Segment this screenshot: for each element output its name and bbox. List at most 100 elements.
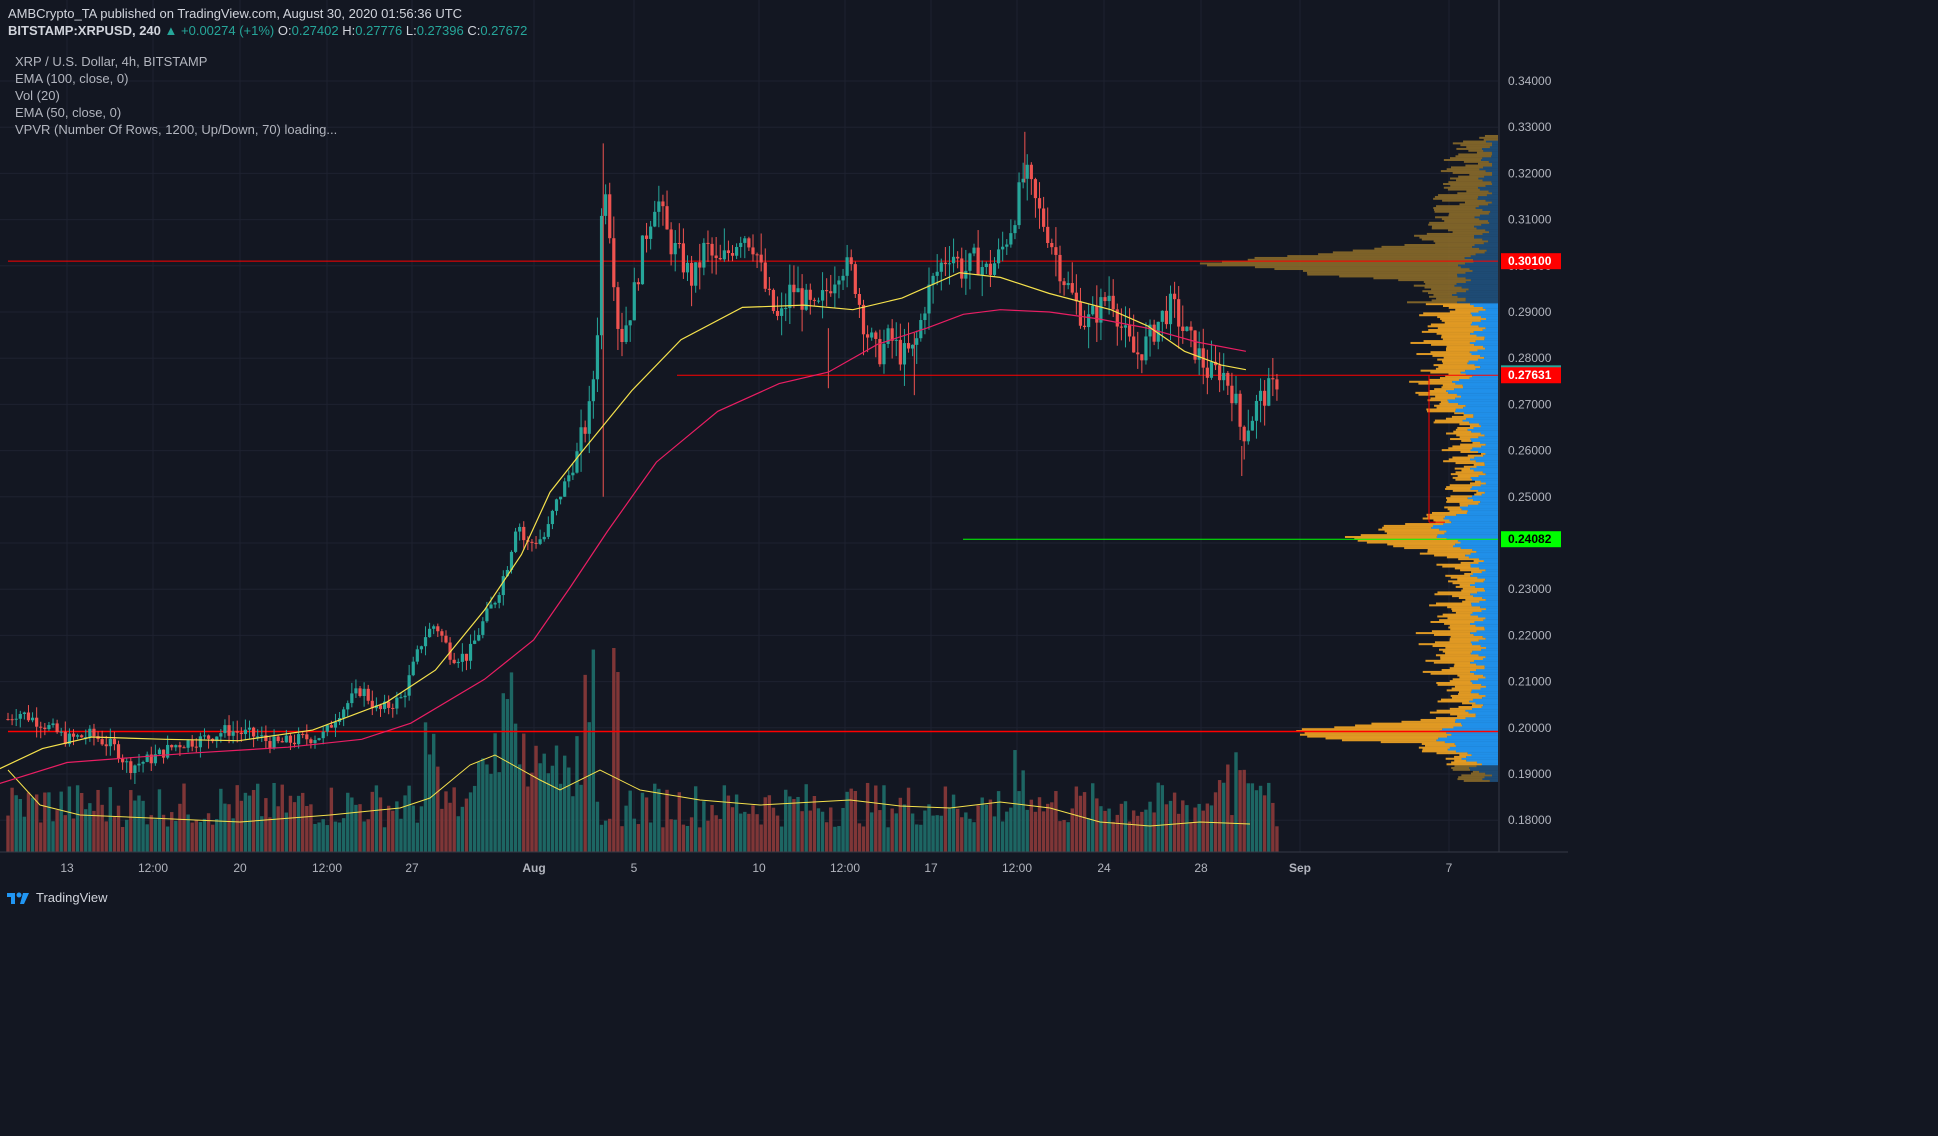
tradingview-footer[interactable]: TradingView (6, 890, 108, 905)
vpvr-up-row (1472, 478, 1498, 481)
candle-body (1275, 379, 1279, 390)
vpvr-down-row (1440, 170, 1486, 173)
candle-body (620, 328, 624, 343)
candle-body (51, 723, 55, 726)
volume-bar (1099, 806, 1103, 852)
vpvr-up-row (1470, 661, 1498, 664)
vpvr-down-row (1441, 334, 1477, 337)
volume-bar (10, 787, 14, 852)
vpvr-up-row (1481, 648, 1498, 651)
vpvr-down-row (1442, 304, 1474, 307)
vpvr-up-row (1480, 354, 1498, 357)
vpvr-down-row (1460, 561, 1479, 564)
vpvr-up-row (1480, 606, 1498, 609)
vpvr-down-row (1432, 511, 1467, 514)
volume-bar (755, 814, 759, 852)
vpvr-down-row (1458, 691, 1471, 694)
indicator-ema100[interactable]: EMA (100, close, 0) (15, 71, 129, 86)
vpvr-up-row (1473, 258, 1498, 261)
candle-body (972, 247, 976, 254)
indicator-vol[interactable]: Vol (20) (15, 88, 60, 103)
vpvr-down-row (1448, 458, 1471, 461)
volume-bar (681, 824, 686, 852)
candle-body (432, 626, 436, 629)
price-chart[interactable]: 0.340000.330000.320000.310000.300000.290… (0, 0, 1568, 919)
vpvr-down-row (1457, 778, 1483, 781)
vpvr-down-row (1446, 347, 1486, 350)
x-tick-label: 5 (631, 861, 638, 875)
vpvr-down-row (1441, 669, 1477, 672)
candle-body (988, 263, 992, 275)
candle-body (247, 727, 252, 730)
volume-bar (497, 772, 501, 852)
vpvr-down-row (1430, 351, 1470, 354)
vpvr-down-row (1332, 251, 1485, 254)
candle-body (305, 734, 309, 740)
vpvr-down-row (1448, 306, 1483, 309)
indicator-vpvr[interactable]: VPVR (Number Of Rows, 1200, Up/Down, 70)… (15, 122, 338, 137)
vpvr-down-row (1437, 615, 1479, 618)
indicator-ema50[interactable]: EMA (50, close, 0) (15, 105, 122, 120)
vpvr-down-row (1301, 728, 1443, 731)
vpvr-up-row (1481, 706, 1498, 709)
vpvr-up-row (1470, 691, 1498, 694)
candle-body (174, 745, 178, 748)
vpvr-up-row (1485, 308, 1498, 311)
vpvr-down-row (1449, 667, 1485, 670)
vpvr-down-row (1427, 548, 1473, 551)
candle-body (943, 262, 947, 265)
candle-body (894, 339, 898, 341)
vpvr-down-row (1450, 628, 1485, 631)
vpvr-down-row (1436, 332, 1471, 335)
volume-bar (1262, 795, 1267, 852)
vpvr-up-row (1492, 774, 1498, 777)
vpvr-up-row (1481, 493, 1498, 496)
vpvr-down-row (1450, 166, 1484, 169)
vpvr-up-row (1485, 608, 1498, 611)
vpvr-up-row (1492, 162, 1498, 165)
vpvr-down-row (1437, 700, 1470, 703)
volume-bar (698, 827, 702, 852)
vpvr-up-row (1484, 175, 1498, 178)
vpvr-down-row (1431, 227, 1477, 230)
vpvr-up-row (1460, 541, 1498, 544)
candle-body (657, 201, 661, 212)
vpvr-up-row (1474, 244, 1498, 247)
candle-body (403, 695, 407, 698)
volume-bar (784, 789, 788, 852)
candle-body (677, 242, 681, 244)
candle-body (800, 288, 804, 310)
vpvr-down-row (1404, 547, 1461, 550)
vpvr-up-row (1471, 353, 1498, 356)
vpvr-up-row (1480, 687, 1498, 690)
volume-bar (1267, 782, 1271, 852)
vpvr-down-row (1441, 319, 1481, 322)
volume-bar (788, 796, 792, 852)
vpvr-up-row (1447, 735, 1498, 738)
indicator-series-title[interactable]: XRP / U.S. Dollar, 4h, BITSTAMP (15, 54, 208, 69)
vpvr-up-row (1476, 550, 1498, 553)
vpvr-up-row (1470, 652, 1498, 655)
candle-body (116, 744, 121, 759)
vpvr-up-row (1448, 391, 1498, 394)
candle-body (104, 744, 108, 747)
candle-body (1013, 225, 1017, 234)
vpvr-down-row (1441, 218, 1480, 221)
volume-bar (260, 816, 264, 852)
candle-body (1095, 305, 1099, 323)
symbol-name[interactable]: BITSTAMP:XRPUSD, 240 (8, 23, 161, 38)
vpvr-up-row (1437, 534, 1498, 537)
x-tick-label: 12:00 (830, 861, 860, 875)
volume-bar (1176, 813, 1181, 852)
vpvr-down-row (1432, 645, 1481, 648)
candle-body (681, 243, 685, 273)
vpvr-up-row (1485, 569, 1498, 572)
candle-body (771, 289, 776, 311)
vpvr-down-row (1463, 779, 1490, 782)
vpvr-up-row (1470, 458, 1498, 461)
volume-bar (1025, 809, 1029, 852)
vpvr-up-row (1491, 155, 1498, 158)
vpvr-down-row (1410, 341, 1470, 344)
vpvr-up-row (1474, 621, 1498, 624)
vpvr-down-row (1473, 560, 1484, 563)
